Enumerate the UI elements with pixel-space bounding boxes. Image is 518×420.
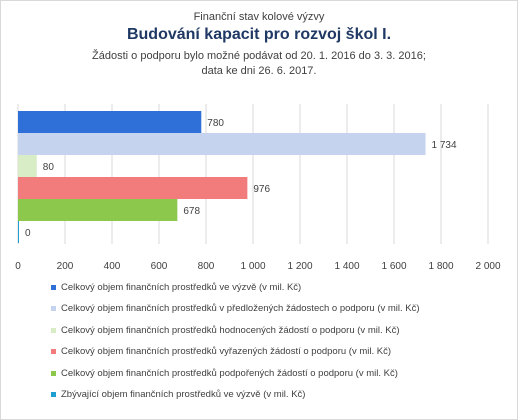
legend-swatch xyxy=(51,349,56,354)
legend-swatch xyxy=(51,392,56,397)
data-label-3: 80 xyxy=(43,162,55,173)
legend-label: Celkový objem finančních prostředků vyřa… xyxy=(61,346,392,357)
legend-label: Zbývající objem finančních prostředků ve… xyxy=(61,389,306,400)
chart-subtitle-line1: Žádosti o podporu bylo možné podávat od … xyxy=(92,50,426,62)
legend-item: Celkový objem finančních prostředků v př… xyxy=(51,302,420,316)
data-label-2: 1 734 xyxy=(431,140,456,151)
data-label-6: 0 xyxy=(25,228,31,239)
x-tick-label: 600 xyxy=(151,261,168,272)
x-tick-label: 200 xyxy=(57,261,74,272)
bar-3 xyxy=(18,155,37,177)
x-tick-label: 1 600 xyxy=(381,261,406,272)
data-label-5: 678 xyxy=(183,206,200,217)
bar-5 xyxy=(18,199,178,221)
chart-supertitle: Finanční stav kolové výzvy xyxy=(193,11,325,23)
legend-swatch xyxy=(51,370,56,376)
legend-item: Celkový objem finančních prostředků ve v… xyxy=(51,280,301,294)
x-tick-label: 0 xyxy=(15,261,21,272)
data-label-4: 976 xyxy=(253,184,270,195)
legend-item: Celkový objem finančních prostředků hodn… xyxy=(51,323,399,337)
bar-2 xyxy=(18,133,426,155)
x-tick-label: 1 200 xyxy=(287,261,312,272)
x-tick-label: 400 xyxy=(104,261,121,272)
x-tick-label: 1 000 xyxy=(240,261,265,272)
legend-label: Celkový objem finančních prostředků podp… xyxy=(61,367,398,379)
legend-item: Celkový objem finančních prostředků vyřa… xyxy=(51,345,391,359)
bar-plot-area: 780 1 734 80 976 678 0 0 200 400 600 800 1 000 1 200… xyxy=(15,104,501,272)
legend-label: Celkový objem finančních prostředků v př… xyxy=(61,303,420,314)
legend-swatch xyxy=(51,306,56,311)
bar-4 xyxy=(18,177,248,199)
legend-label: Celkový objem finančních prostředků hodn… xyxy=(61,324,400,336)
legend-item: Zbývající objem finančních prostředků ve… xyxy=(51,388,305,402)
legend-swatch xyxy=(51,284,56,290)
x-tick-label: 1 400 xyxy=(334,261,359,272)
data-label-1: 780 xyxy=(207,118,224,129)
legend-item: Celkový objem finančních prostředků podp… xyxy=(51,366,398,380)
x-tick-label: 2 000 xyxy=(475,261,500,272)
legend-swatch xyxy=(51,327,56,333)
bar-6 xyxy=(18,221,19,243)
chart-subtitle-line2: data ke dni 26. 6. 2017. xyxy=(201,65,317,77)
chart-title: Budování kapacit pro rozvoj škol I. xyxy=(126,26,392,43)
legend-label: Celkový objem finančních prostředků ve v… xyxy=(61,281,302,293)
bar-1 xyxy=(18,111,202,133)
x-tick-label: 1 800 xyxy=(428,261,453,272)
x-tick-label: 800 xyxy=(198,261,215,272)
